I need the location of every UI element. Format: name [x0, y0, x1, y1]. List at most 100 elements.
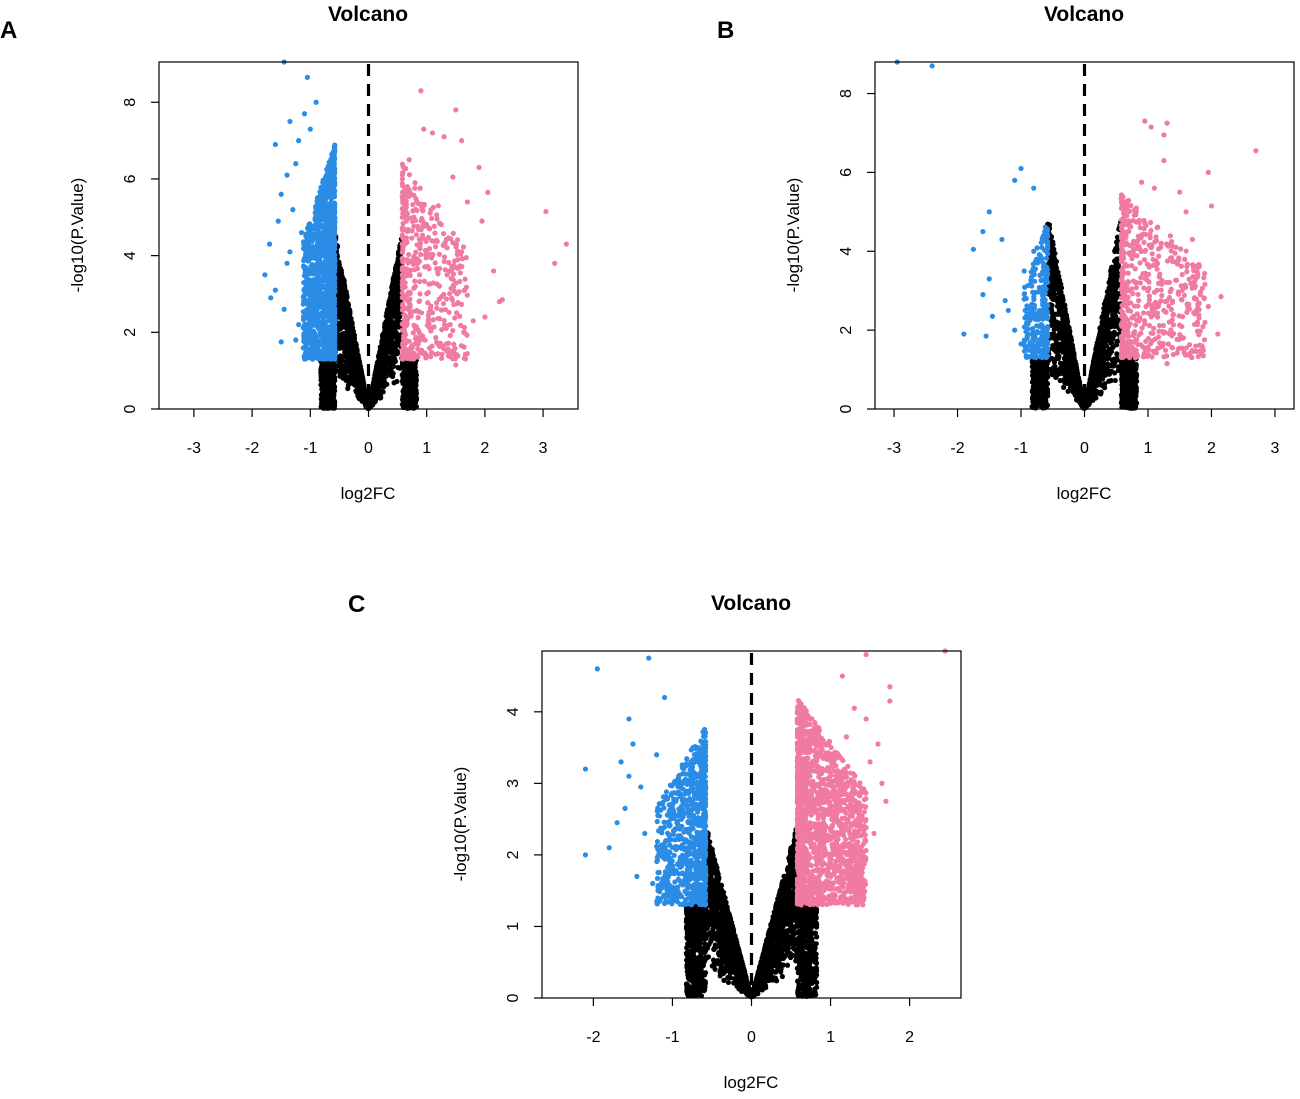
up-point [552, 260, 558, 266]
down-point [311, 322, 318, 328]
up-point [399, 267, 405, 273]
x-tick-label: 3 [539, 440, 548, 457]
down-point [307, 340, 314, 346]
ns-point [402, 400, 408, 407]
down-point [301, 345, 308, 351]
up-point [420, 207, 426, 213]
ns-point [403, 380, 410, 386]
up-point [462, 330, 468, 336]
down-point [314, 273, 320, 279]
up-point [441, 134, 447, 140]
up-point [441, 258, 447, 265]
ns-point [378, 394, 384, 400]
up-point [434, 238, 440, 244]
up-point [429, 343, 435, 349]
down-point [322, 328, 329, 334]
down-point [304, 249, 310, 255]
ns-point [319, 378, 325, 384]
down-point [328, 196, 334, 202]
up-point [399, 249, 405, 255]
ns-point [390, 296, 396, 302]
up-point [428, 215, 435, 222]
ns-point [413, 389, 419, 395]
down-point [298, 230, 305, 236]
down-point [296, 138, 302, 144]
down-point [330, 242, 336, 248]
up-point [413, 196, 419, 202]
up-point [432, 244, 439, 250]
down-point [321, 194, 327, 200]
up-point [403, 235, 410, 241]
up-point [450, 271, 457, 277]
up-point [400, 350, 406, 356]
ns-point [346, 316, 352, 322]
down-point [287, 118, 293, 125]
up-point [402, 203, 408, 209]
up-point [408, 313, 414, 319]
down-point [321, 320, 327, 326]
down-point [330, 255, 336, 261]
down-point [323, 297, 329, 303]
down-point [301, 292, 308, 298]
down-point [331, 316, 337, 322]
up-point [451, 258, 458, 264]
ns-point [337, 373, 343, 379]
ns-point [369, 396, 375, 402]
down-point [321, 283, 327, 289]
up-point [411, 285, 417, 291]
down-point [278, 191, 284, 197]
ns-point [391, 380, 397, 386]
up-point [444, 272, 450, 278]
up-point [407, 272, 413, 278]
panel-letter: B [717, 17, 734, 44]
down-point [275, 218, 281, 224]
up-point [430, 317, 436, 323]
down-point [332, 284, 338, 290]
down-point [305, 324, 311, 330]
up-point [414, 265, 421, 272]
up-point [452, 315, 458, 321]
x-axis-label: log2FC [341, 484, 396, 503]
down-point [306, 332, 312, 338]
down-point [331, 147, 338, 153]
down-point [327, 262, 333, 269]
up-point [436, 296, 442, 302]
up-point [415, 341, 421, 347]
up-point [444, 245, 450, 251]
ns-point [390, 287, 396, 293]
down-point [312, 217, 318, 223]
up-point [403, 322, 409, 329]
down-point [313, 99, 319, 105]
down-point [281, 306, 287, 312]
up-point [470, 318, 476, 324]
x-tick-label: 1 [422, 440, 431, 457]
up-point [410, 201, 416, 208]
ns-point [340, 292, 346, 298]
down-point [313, 265, 319, 271]
up-point [419, 215, 425, 222]
down-point [332, 208, 338, 214]
down-point [325, 170, 331, 176]
down-point [318, 332, 324, 338]
ns-point [323, 398, 329, 404]
up-point [459, 249, 465, 255]
ns-point [329, 361, 335, 367]
up-point [424, 291, 430, 297]
x-tick-label: 0 [364, 440, 373, 457]
down-point [278, 339, 284, 345]
ns-point [381, 334, 387, 340]
down-point [300, 301, 306, 307]
up-point [417, 291, 423, 297]
up-point [416, 298, 423, 304]
up-point [400, 256, 407, 262]
up-point [462, 287, 468, 293]
down-point [308, 313, 315, 319]
down-point [309, 354, 315, 360]
up-point [412, 180, 418, 186]
down-point [320, 353, 327, 359]
up-point [415, 201, 421, 207]
ns-point [389, 347, 395, 354]
chart-title: Volcano [1044, 3, 1124, 26]
up-point [407, 304, 413, 310]
